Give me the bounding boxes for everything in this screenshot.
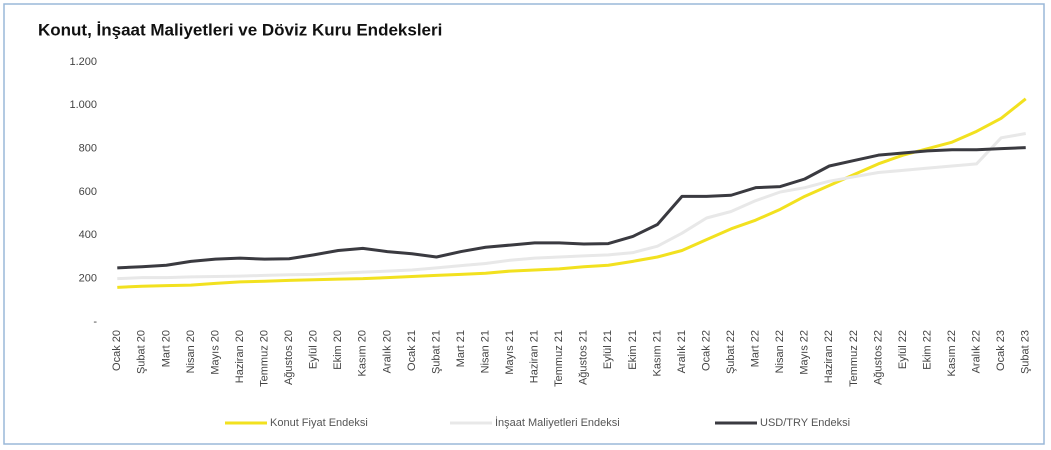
x-tick-label: Eylül 21 — [602, 330, 614, 369]
chart-title: Konut, İnşaat Maliyetleri ve Döviz Kuru … — [38, 20, 442, 39]
series-line — [117, 97, 1027, 289]
y-tick-label: - — [93, 316, 97, 328]
x-tick-label: Mart 20 — [160, 330, 172, 367]
y-tick-label: 400 — [79, 229, 97, 241]
x-tick-label: Haziran 20 — [234, 330, 246, 383]
x-tick-label: Şubat 22 — [725, 330, 737, 374]
x-tick-label: Ekim 21 — [627, 330, 639, 370]
y-tick-label: 800 — [79, 143, 97, 155]
x-tick-label: Aralık 22 — [971, 330, 983, 373]
x-tick-label: Ağustos 22 — [872, 330, 884, 385]
legend-label: İnşaat Maliyetleri Endeksi — [495, 416, 620, 429]
x-tick-label: Temmuz 20 — [258, 330, 270, 387]
x-tick-label: Ekim 22 — [921, 330, 933, 370]
x-tick-label: Şubat 23 — [1020, 330, 1032, 374]
legend-label: Konut Fiyat Endeksi — [270, 417, 368, 429]
x-tick-label: Mart 21 — [455, 330, 467, 367]
x-tick-label: Ocak 23 — [995, 330, 1007, 371]
x-tick-label: Şubat 20 — [136, 330, 148, 374]
series-line — [117, 146, 1026, 270]
legend-label: USD/TRY Endeksi — [760, 417, 850, 429]
x-tick-label: Mayıs 22 — [799, 330, 811, 375]
y-tick-label: 1.200 — [69, 56, 97, 68]
x-tick-label: Şubat 21 — [430, 330, 442, 374]
x-tick-label: Haziran 22 — [823, 330, 835, 383]
x-tick-label: Nisan 20 — [185, 330, 197, 373]
x-tick-label: Haziran 21 — [529, 330, 541, 383]
x-tick-label: Eylül 22 — [897, 330, 909, 369]
x-tick-label: Kasım 20 — [357, 330, 369, 376]
x-tick-label: Aralık 21 — [676, 330, 688, 373]
x-tick-label: Ocak 20 — [111, 330, 123, 371]
y-tick-label: 200 — [79, 273, 97, 285]
y-tick-label: 600 — [79, 186, 97, 198]
x-tick-label: Mayıs 21 — [504, 330, 516, 375]
series-line — [117, 132, 1026, 281]
x-tick-label: Mayıs 20 — [209, 330, 221, 375]
x-tick-label: Aralık 20 — [381, 330, 393, 373]
x-tick-label: Ağustos 20 — [283, 330, 295, 385]
x-tick-label: Kasım 22 — [946, 330, 958, 376]
x-tick-label: Kasım 21 — [651, 330, 663, 376]
x-tick-label: Temmuz 22 — [848, 330, 860, 387]
x-tick-label: Mart 22 — [750, 330, 762, 367]
x-tick-label: Temmuz 21 — [553, 330, 565, 387]
x-tick-label: Nisan 21 — [479, 330, 491, 373]
x-tick-label: Eylül 20 — [308, 330, 320, 369]
x-tick-label: Nisan 22 — [774, 330, 786, 373]
frame — [3, 3, 1045, 445]
x-tick-label: Ocak 21 — [406, 330, 418, 371]
y-tick-label: 1.000 — [69, 99, 97, 111]
x-tick-label: Ağustos 21 — [578, 330, 590, 385]
x-tick-label: Ekim 20 — [332, 330, 344, 370]
x-tick-label: Ocak 22 — [700, 330, 712, 371]
